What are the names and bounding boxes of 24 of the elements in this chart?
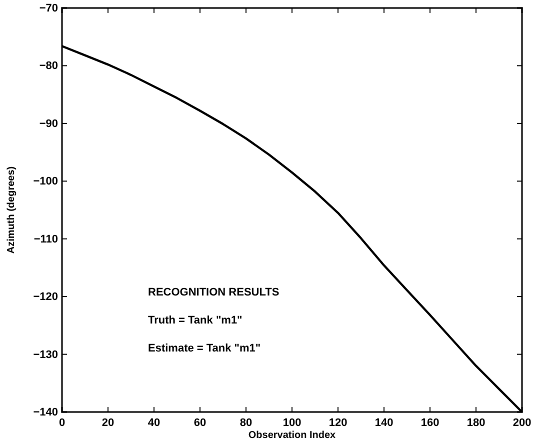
annotation: Estimate = Tank "m1" <box>148 342 261 354</box>
y-tick-label: −110 <box>34 233 58 246</box>
x-tick-label: 40 <box>148 416 160 429</box>
x-tick-label: 20 <box>102 416 114 429</box>
x-tick-label: 180 <box>466 416 486 429</box>
x-tick-label: 140 <box>374 416 394 429</box>
x-tick-label: 60 <box>194 416 206 429</box>
x-tick-label: 200 <box>512 416 532 429</box>
x-axis-title: Observation Index <box>248 430 336 440</box>
x-tick-label: 80 <box>240 416 252 429</box>
y-tick-label: −80 <box>39 60 58 72</box>
y-tick-label: −130 <box>33 348 58 361</box>
y-tick-label: −140 <box>33 406 58 419</box>
y-tick-label: −90 <box>39 118 58 130</box>
x-tick-label: 120 <box>328 416 348 429</box>
y-axis-title: Azimuth (degrees) <box>6 166 17 254</box>
y-tick-label: −100 <box>33 176 58 188</box>
x-tick-label: 160 <box>420 416 440 429</box>
y-tick-label: −120 <box>33 291 58 304</box>
x-tick-label: 0 <box>58 416 66 429</box>
x-tick-label: 100 <box>282 416 302 429</box>
annotation: Truth = Tank "m1" <box>148 314 242 327</box>
annotation: RECOGNITION RESULTS <box>148 286 280 299</box>
y-tick-label: −70 <box>39 2 58 15</box>
